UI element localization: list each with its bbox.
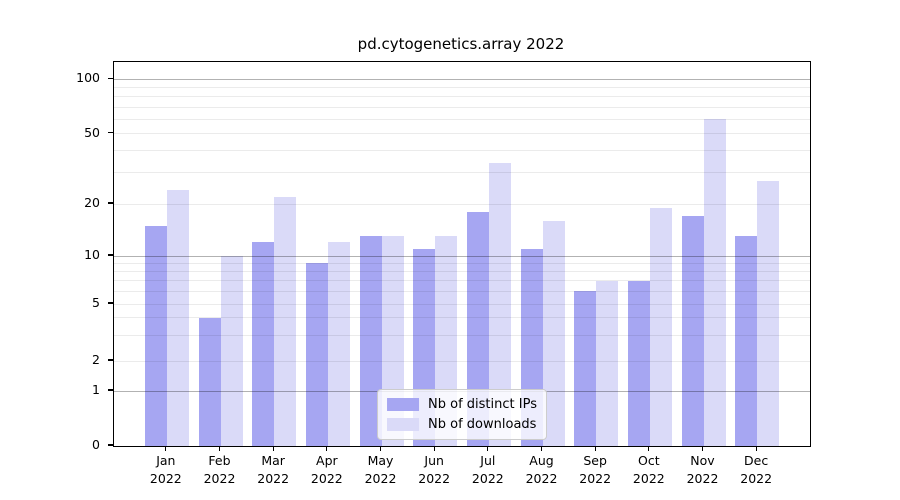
bar-downloads-dec [757, 181, 780, 446]
legend-swatch-downloads [387, 417, 420, 431]
month-group-nov [677, 62, 731, 446]
month-group-mar [247, 62, 301, 446]
chart-title: pd.cytogenetics.array 2022 [357, 35, 565, 53]
x-tick-mark-feb [218, 446, 221, 451]
bar-distinct-ips-apr [305, 263, 328, 446]
bar-downloads-jan [166, 190, 189, 446]
month-group-jan [140, 62, 194, 446]
y-tick-mark-10 [108, 254, 113, 256]
y-tick-label-2: 2 [92, 352, 100, 367]
y-tick-mark-50 [108, 132, 113, 134]
bar-downloads-mar [274, 196, 297, 446]
y-tick-mark-100 [108, 77, 113, 79]
bar-downloads-aug [542, 220, 565, 446]
x-tick-label-jul: Jul 2022 [471, 453, 504, 486]
legend-item-downloads: Nb of downloads [387, 415, 537, 435]
bar-distinct-ips-jul [466, 211, 489, 446]
month-group-apr [301, 62, 355, 446]
legend: Nb of distinct IPs Nb of downloads [377, 389, 547, 440]
y-tick-label-20: 20 [84, 195, 100, 210]
y-tick-label-1: 1 [92, 382, 100, 397]
bar-downloads-oct [649, 207, 672, 446]
y-tick-label-0: 0 [92, 437, 100, 452]
bar-distinct-ips-oct [627, 280, 650, 446]
bar-downloads-sep [596, 280, 619, 446]
y-tick-label-10: 10 [84, 247, 100, 262]
x-tick-mark-mar [272, 446, 274, 451]
bar-downloads-apr [327, 242, 350, 446]
x-tick-label-nov: Nov 2022 [686, 453, 719, 486]
y-tick-label-50: 50 [84, 124, 100, 140]
x-tick-label-may: May 2022 [364, 453, 397, 486]
legend-swatch-distinct-ips [387, 398, 420, 412]
bar-downloads-jul [488, 163, 511, 446]
x-tick-mark-jan [165, 446, 167, 451]
x-tick-label-oct: Oct 2022 [632, 453, 665, 486]
x-tick-label-aug: Aug 2022 [525, 453, 558, 486]
x-tick-mark-aug [540, 446, 543, 451]
x-tick-mark-jul [487, 446, 489, 451]
legend-label-downloads: Nb of downloads [428, 416, 537, 432]
bar-distinct-ips-dec [735, 236, 758, 446]
month-group-dec [730, 62, 784, 446]
x-tick-label-sep: Sep 2022 [579, 453, 612, 486]
month-group-feb [194, 62, 248, 446]
x-tick-mark-dec [755, 446, 757, 451]
y-tick-mark-0 [108, 444, 113, 446]
bar-distinct-ips-sep [574, 291, 597, 446]
y-tick-mark-2 [108, 359, 113, 361]
x-tick-label-jan: Jan 2022 [149, 453, 182, 486]
x-tick-mark-may [379, 446, 382, 451]
bar-distinct-ips-jan [144, 225, 167, 446]
x-tick-mark-sep [594, 446, 596, 451]
y-tick-mark-20 [108, 202, 113, 204]
bar-distinct-ips-feb [198, 317, 221, 446]
x-tick-label-feb: Feb 2022 [203, 453, 236, 486]
bar-distinct-ips-nov [681, 216, 704, 446]
plot-area: Nb of distinct IPs Nb of downloads [113, 61, 811, 447]
x-tick-mark-nov [701, 446, 704, 451]
bar-downloads-nov [703, 119, 726, 446]
x-tick-mark-jun [433, 446, 435, 451]
y-tick-mark-5 [108, 302, 113, 304]
month-group-oct [623, 62, 677, 446]
x-tick-label-dec: Dec 2022 [740, 453, 773, 486]
bar-distinct-ips-may [359, 236, 382, 446]
legend-label-distinct-ips: Nb of distinct IPs [428, 397, 537, 412]
y-tick-mark-1 [108, 389, 113, 391]
x-tick-mark-apr [326, 446, 328, 451]
x-tick-label-mar: Mar 2022 [257, 453, 290, 486]
x-tick-mark-oct [648, 446, 650, 451]
month-group-sep [569, 62, 623, 446]
x-tick-label-jun: Jun 2022 [418, 453, 451, 486]
bar-distinct-ips-mar [252, 242, 275, 446]
y-tick-label-100: 100 [76, 70, 100, 86]
month-group-jul [462, 62, 516, 446]
y-tick-label-5: 5 [92, 295, 100, 310]
legend-item-distinct-ips: Nb of distinct IPs [387, 395, 537, 415]
bar-downloads-feb [220, 256, 243, 446]
x-tick-label-apr: Apr 2022 [310, 453, 343, 486]
